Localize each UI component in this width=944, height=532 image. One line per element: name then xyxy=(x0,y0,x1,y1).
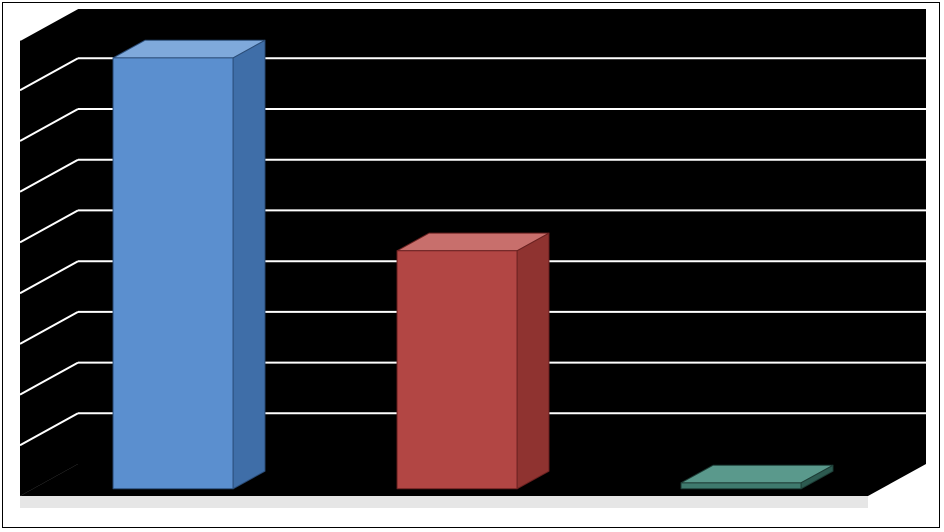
bar-3 xyxy=(681,483,801,490)
bar-chart-3d xyxy=(0,0,944,532)
bar-2 xyxy=(397,251,517,490)
bar-1 xyxy=(113,58,233,490)
